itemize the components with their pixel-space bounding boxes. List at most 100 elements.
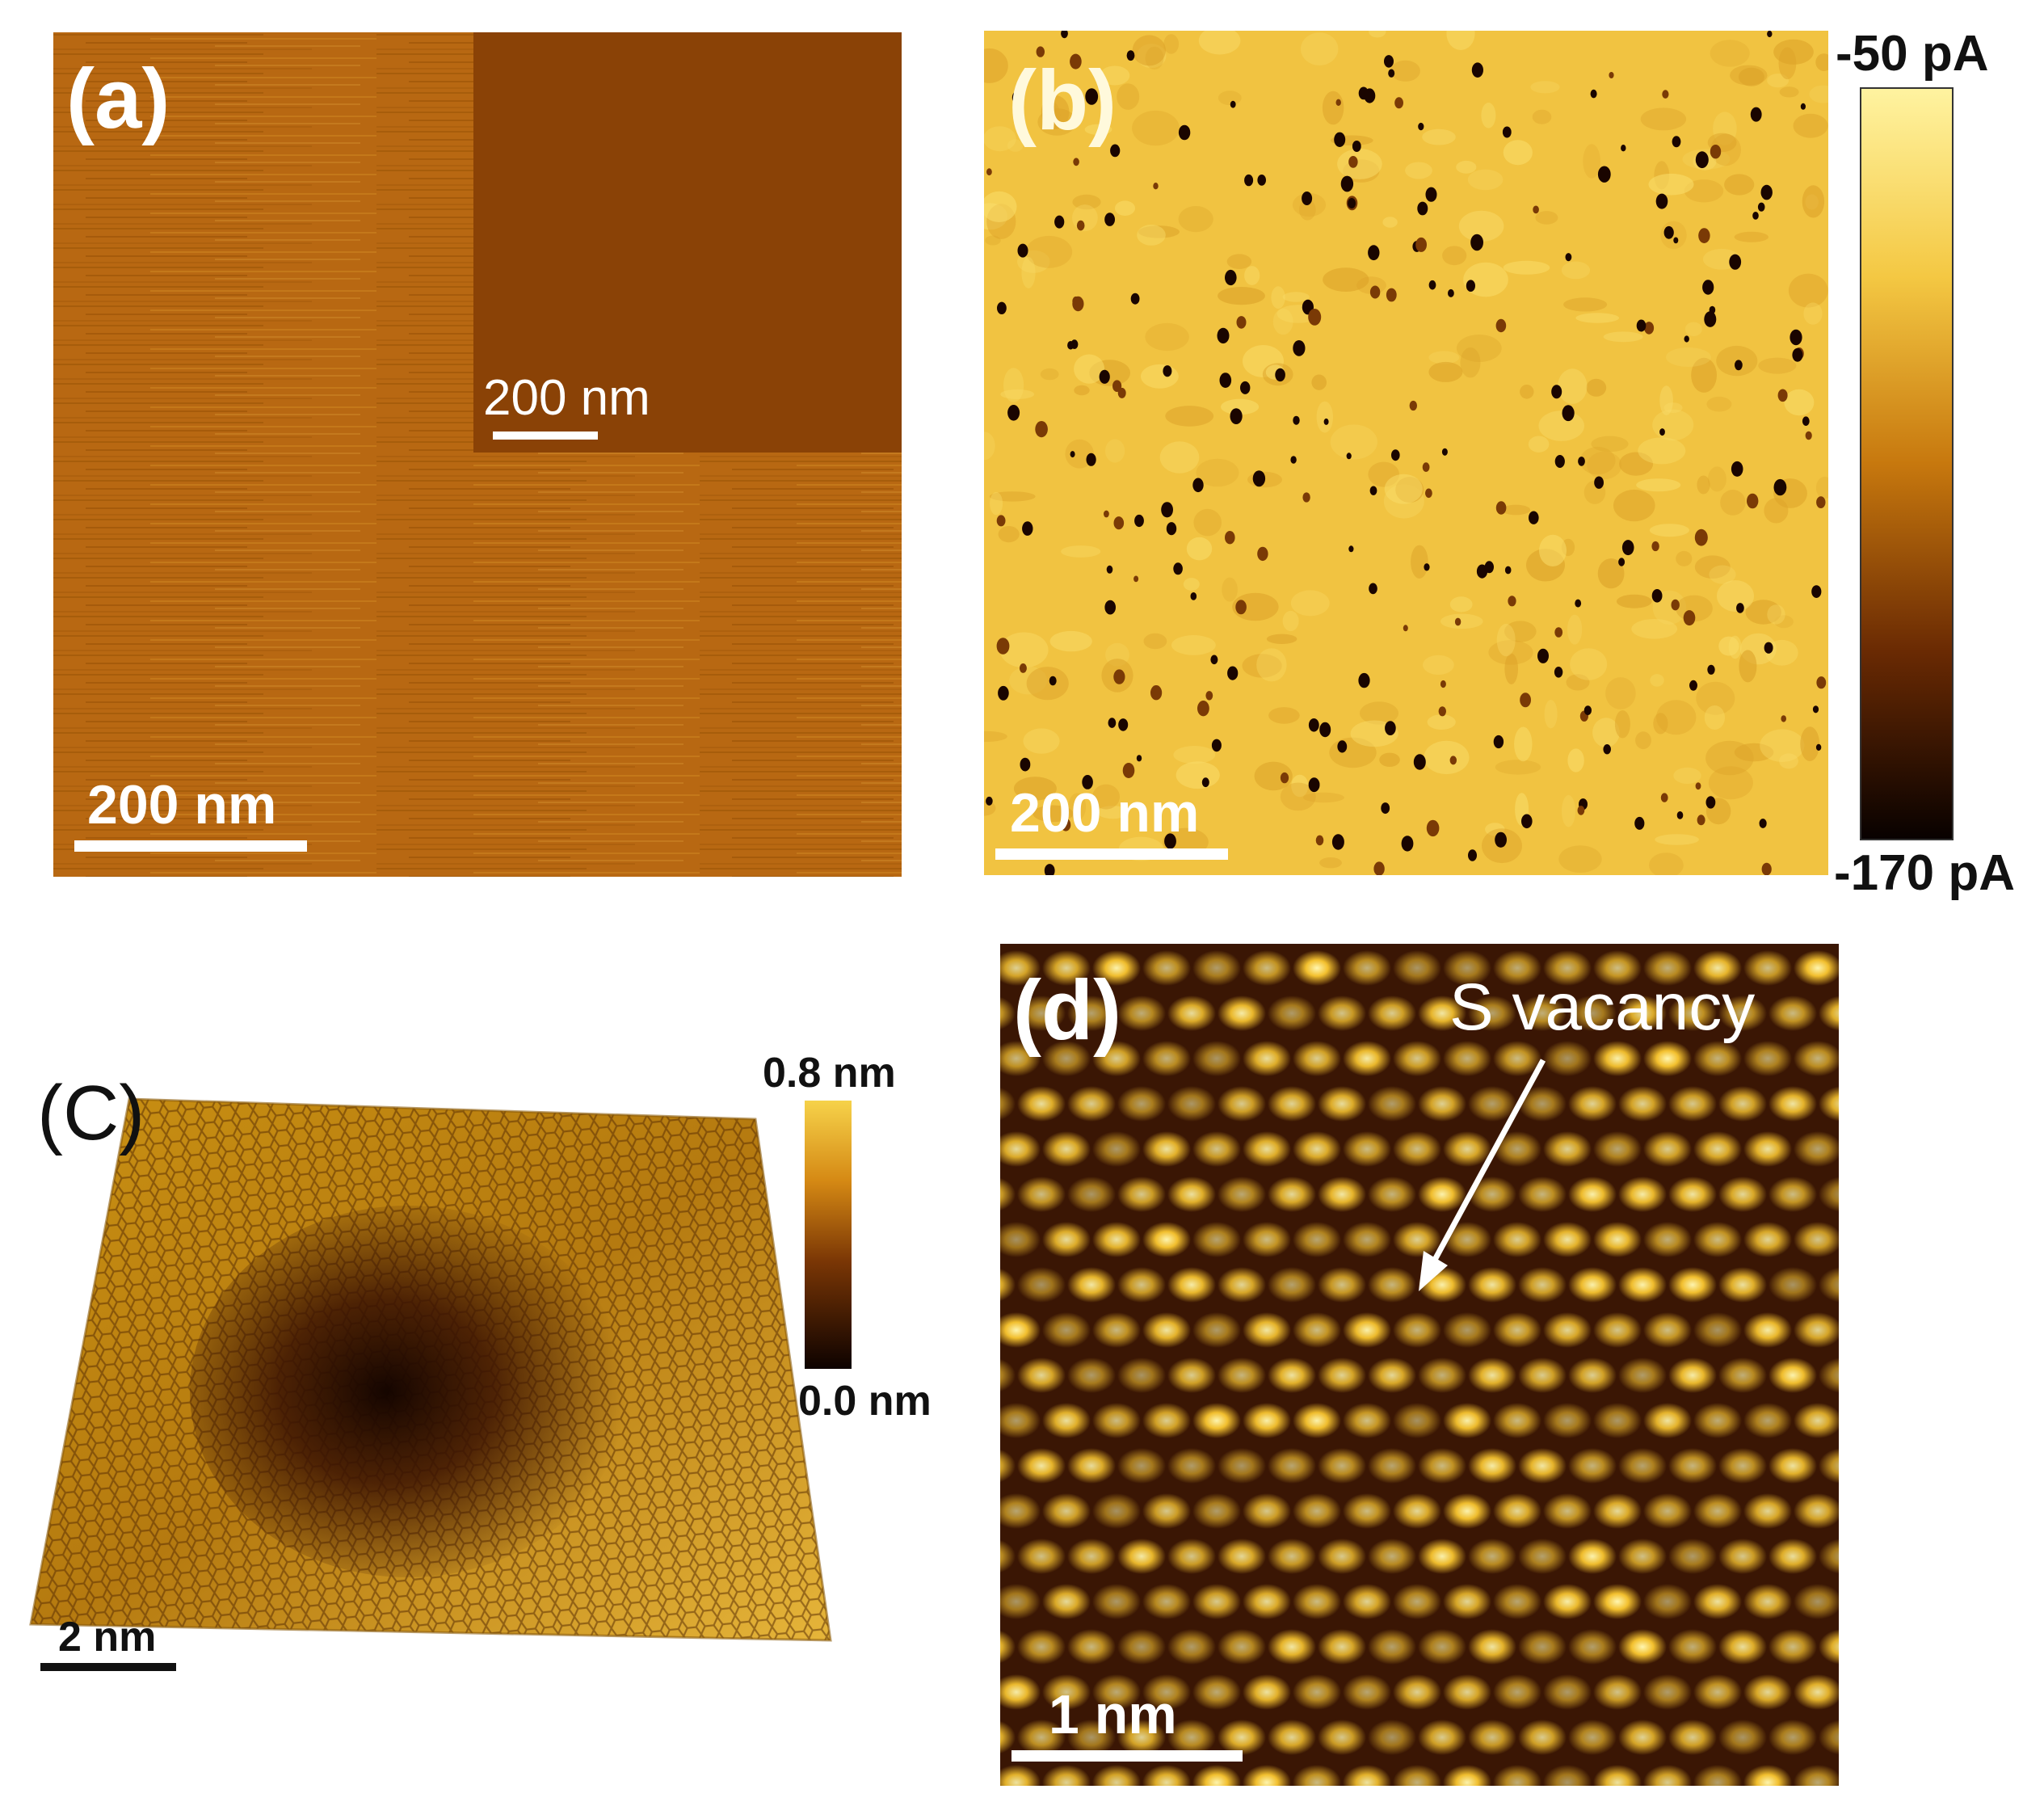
panel-d-atom	[1268, 1720, 1316, 1755]
panel-d-atom	[1518, 1629, 1567, 1665]
panel-b-defect	[1036, 46, 1045, 57]
panel-d-atom	[1243, 1765, 1291, 1786]
panel-d-atom	[1268, 1448, 1316, 1484]
panel-d-atom	[1543, 1493, 1592, 1529]
panel-b-defect	[1636, 319, 1647, 332]
panel-d-atom	[1268, 996, 1316, 1031]
panel-d-atom	[1718, 1720, 1767, 1755]
panel-a-inset	[473, 32, 902, 453]
panel-b-defect	[1104, 510, 1109, 518]
panel-b-texture	[1738, 67, 1764, 86]
panel-b-texture	[1171, 635, 1216, 655]
panel-d-atom	[1393, 1312, 1441, 1348]
panel-b-defect	[1293, 415, 1300, 425]
panel-b-texture	[1272, 308, 1293, 335]
panel-d-atom	[1343, 1493, 1391, 1529]
panel-b-defect	[1225, 531, 1235, 545]
panel-d-atom	[1067, 1177, 1116, 1212]
panel-b-texture	[1530, 81, 1560, 94]
panel-d-atom	[1142, 1041, 1191, 1076]
panel-b-defect	[1346, 453, 1352, 460]
panel-b-texture	[1440, 613, 1483, 629]
panel-d-atom	[1443, 1493, 1491, 1529]
panel-b-defect	[1348, 156, 1358, 168]
panel-b-texture	[1619, 452, 1654, 476]
panel-b-defect	[1735, 360, 1743, 371]
panel-b-defect	[1308, 309, 1322, 326]
panel-b-defect	[1163, 365, 1172, 377]
panel-d-atom	[1718, 1177, 1767, 1212]
panel-b-defect	[1689, 680, 1697, 691]
panel-b-texture	[1021, 256, 1036, 288]
panel-b-defect	[1792, 347, 1803, 362]
panel-b-defect	[1759, 819, 1767, 828]
panel-b-texture	[1583, 144, 1600, 179]
panel-b-texture	[1803, 302, 1823, 325]
panel-b-texture	[1784, 389, 1815, 416]
panel-d-atom	[1668, 1358, 1717, 1393]
panel-d-atom	[1543, 1041, 1592, 1076]
panel-b-texture	[1000, 389, 1035, 399]
panel-b-defect	[1551, 385, 1562, 399]
panel-b-texture	[1449, 596, 1473, 613]
panel-b-defect	[1205, 691, 1213, 701]
panel-d-atom	[1218, 1539, 1266, 1574]
panel-b-defect	[1211, 739, 1222, 752]
panel-b-defect	[1425, 488, 1432, 499]
panel-b-defect	[1150, 685, 1163, 701]
panel-b-defect	[1520, 693, 1531, 708]
panel-b-texture	[1649, 524, 1689, 537]
panel-d-atom	[1693, 950, 1742, 986]
panel-b-texture	[1655, 834, 1699, 845]
panel-d-atom	[1343, 950, 1391, 986]
panel-b-texture	[1411, 545, 1428, 579]
panel-d-atom	[1418, 1539, 1466, 1574]
panel-b-defect	[1391, 449, 1400, 461]
panel-b-defect	[1805, 431, 1812, 440]
panel-b-defect	[1655, 193, 1668, 209]
panel-d-atom	[1192, 950, 1241, 986]
panel-d-atom	[1618, 996, 1667, 1031]
panel-b-defect	[1230, 408, 1243, 424]
panel-d-atom	[1443, 950, 1491, 986]
panel-b-texture	[1544, 700, 1558, 729]
panel-b-defect	[1082, 775, 1093, 789]
panel-b-defect	[1662, 90, 1669, 99]
panel-b-texture	[1145, 46, 1164, 70]
panel-d-atom	[1819, 1539, 1839, 1574]
panel-b-defect	[1230, 100, 1236, 108]
panel-d-atom	[1518, 1267, 1567, 1303]
panel-b-texture	[1488, 640, 1533, 665]
panel-b-defect	[1484, 561, 1494, 574]
panel-b-texture	[1218, 287, 1265, 305]
panel-d-atom	[1067, 1539, 1116, 1574]
panel-b-defect	[1235, 600, 1247, 615]
panel-b-defect	[1495, 501, 1507, 515]
panel-b-defect	[1537, 648, 1549, 663]
panel-d-atom	[1794, 1041, 1839, 1076]
panel-d-atom	[1718, 1358, 1767, 1393]
panel-d-atom	[1418, 996, 1466, 1031]
panel-b-defect	[1085, 88, 1099, 105]
panel-d-atom	[1693, 1584, 1742, 1619]
panel-d-atom	[1000, 996, 1016, 1030]
panel-d-atom	[1493, 950, 1541, 986]
panel-d-atom	[1668, 1539, 1717, 1574]
panel-d-atom	[1092, 1312, 1141, 1348]
panel-b-texture	[1638, 437, 1686, 465]
panel-d-atom	[1142, 1674, 1191, 1710]
panel-d-atom	[1593, 1674, 1642, 1710]
panel-d-atom	[1167, 1358, 1216, 1393]
panel-b-defect	[1308, 777, 1320, 793]
panel-b-texture	[1614, 710, 1630, 739]
panel-d-atom	[1718, 996, 1767, 1031]
panel-d-atom	[1618, 1448, 1667, 1484]
panel-d-atom	[1568, 1358, 1617, 1393]
panel-b-texture	[1528, 436, 1550, 453]
panel-b-texture	[1138, 225, 1180, 238]
panel-d-atom	[1042, 1222, 1091, 1257]
panel-b-texture	[1566, 674, 1590, 691]
panel-b-texture	[1163, 34, 1180, 54]
panel-b-defect	[1385, 721, 1396, 735]
panel-d-atom	[1794, 1312, 1839, 1348]
